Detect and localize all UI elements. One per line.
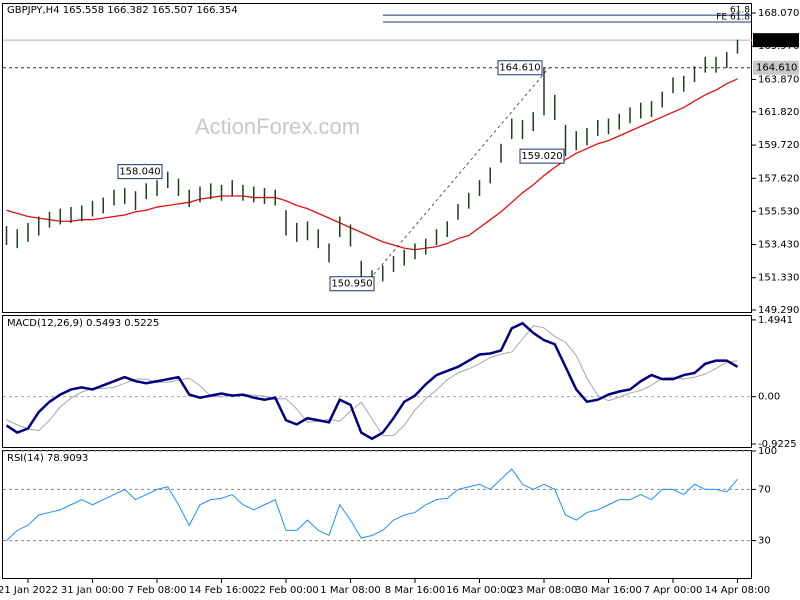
x-tick-label: 31 Jan 00:00 bbox=[61, 585, 124, 596]
y-tick-label: 0.00 bbox=[758, 392, 780, 403]
y-tick-label: 155.530 bbox=[758, 206, 799, 217]
x-tick-label: 14 Feb 16:00 bbox=[189, 585, 255, 596]
y-tick-label: 151.330 bbox=[758, 273, 799, 284]
level-box bbox=[753, 60, 799, 75]
y-tick-label: 100 bbox=[758, 446, 777, 457]
fib-label: 61.8 bbox=[730, 6, 750, 16]
moving-average bbox=[6, 78, 738, 251]
y-tick-label: 70 bbox=[758, 484, 771, 495]
macd-title: MACD(12,26,9) 0.5493 0.5225 bbox=[7, 318, 159, 329]
level-label: 164.610 bbox=[756, 63, 797, 74]
y-tick-label: 30 bbox=[758, 536, 771, 547]
price-pane bbox=[2, 3, 752, 313]
annotation-box bbox=[519, 148, 565, 164]
y-tick-label: 161.820 bbox=[758, 107, 799, 118]
rsi-title: RSI(14) 78.9093 bbox=[7, 453, 88, 464]
x-tick-label: 7 Feb 08:00 bbox=[127, 585, 186, 596]
y-tick-label: 1.4941 bbox=[758, 315, 793, 326]
annotation-label: 159.020 bbox=[521, 151, 562, 162]
annotation-box bbox=[329, 276, 375, 292]
annotation-label: 150.950 bbox=[331, 279, 372, 290]
macd-line bbox=[5, 321, 739, 441]
x-tick-label: 1 Mar 08:00 bbox=[320, 585, 380, 596]
annotation-label: 164.610 bbox=[499, 63, 540, 74]
y-tick-label: -0.9225 bbox=[758, 439, 797, 450]
x-tick-label: 21 Jan 2022 bbox=[0, 585, 58, 596]
x-tick-label: 30 Mar 16:00 bbox=[575, 585, 642, 596]
annotation-box bbox=[497, 60, 543, 76]
y-tick-label: 157.620 bbox=[758, 173, 799, 184]
y-tick-label: 149.290 bbox=[758, 305, 799, 316]
annotation-box bbox=[117, 164, 163, 180]
fibo-trend bbox=[365, 67, 550, 285]
macd-pane bbox=[2, 315, 752, 448]
x-tick-label: 14 Apr 08:00 bbox=[705, 585, 770, 596]
x-tick-label: 23 Mar 08:00 bbox=[511, 585, 578, 596]
annotation-label: 158.040 bbox=[119, 167, 160, 178]
y-tick-label: 159.720 bbox=[758, 140, 799, 151]
y-tick-label: 168.070 bbox=[758, 8, 799, 19]
watermark: ActionForex.com bbox=[195, 114, 360, 139]
rsi-line bbox=[6, 468, 738, 541]
y-tick-label: 163.870 bbox=[758, 74, 799, 85]
y-tick-label: 153.430 bbox=[758, 240, 799, 251]
last-price-box bbox=[753, 33, 799, 48]
fib-label: FE 61.8 bbox=[716, 13, 750, 23]
x-tick-label: 7 Apr 00:00 bbox=[644, 585, 703, 596]
price-title: GBPJPY,H4 165.558 166.382 165.507 166.35… bbox=[7, 5, 238, 16]
signal-line bbox=[6, 325, 738, 437]
last-price-label: 166.354 bbox=[756, 35, 797, 46]
x-tick-label: 8 Mar 16:00 bbox=[385, 585, 445, 596]
x-tick-label: 16 Mar 00:00 bbox=[446, 585, 513, 596]
x-tick-label: 22 Feb 00:00 bbox=[253, 585, 319, 596]
